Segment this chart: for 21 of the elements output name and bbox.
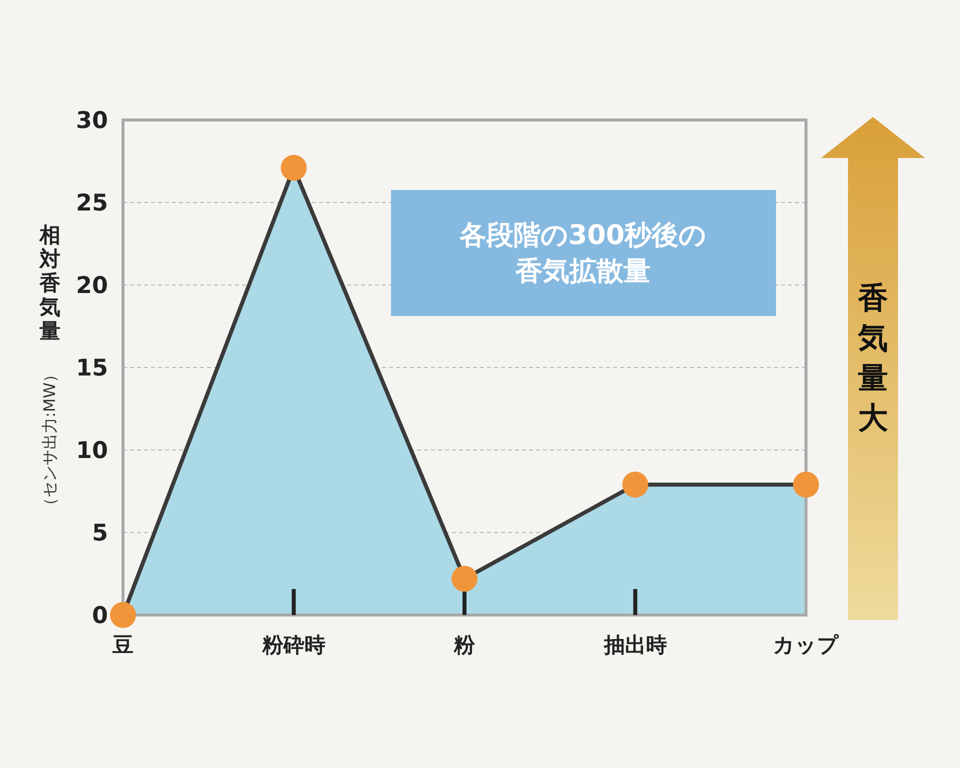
x-tick-label: 粉 [453,633,476,657]
point [280,154,307,181]
x-tick-label: 抽出時 [602,633,667,657]
text: 香気量大 [857,281,889,436]
y-tick-label: 5 [92,520,108,546]
point [622,472,648,498]
y-tick-label: 20 [76,273,108,299]
y-tick-label: 15 [76,356,108,382]
x-tick-label: 豆 [112,633,134,657]
text: （センサ出力:MW） [40,366,59,514]
point [110,602,136,628]
x-tick-label: 粉砕時 [261,633,326,657]
annotation: 各段階の300秒後の香気拡散量 [458,220,707,287]
x-tick-label: カップ [773,633,839,657]
y-tick-label: 30 [76,108,108,134]
point [452,566,478,592]
y-axis-title: 相対香気量 [38,223,60,343]
y-tick-label: 25 [76,190,108,216]
y-tick-label: 0 [92,603,108,629]
y-tick-label: 10 [76,438,108,464]
point [793,472,819,498]
